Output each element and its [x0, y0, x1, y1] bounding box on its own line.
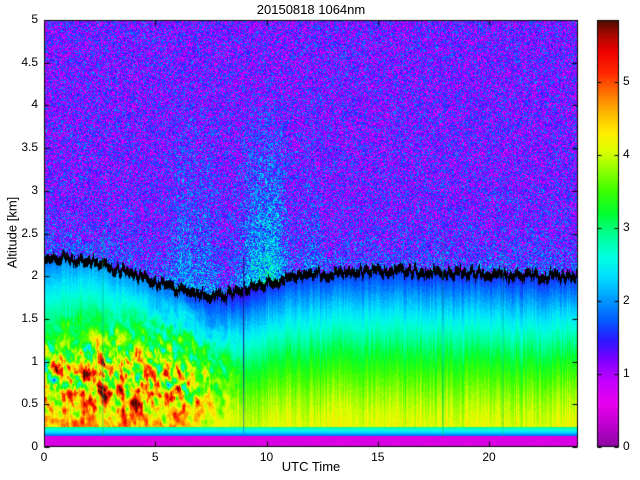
y-tick-4.5: 4.5 — [21, 54, 38, 69]
colorbar-tick-4: 4 — [623, 147, 630, 162]
y-tick-0.5: 0.5 — [21, 396, 38, 411]
colorbar-tick-5: 5 — [623, 74, 630, 89]
y-tick-2.5: 2.5 — [21, 225, 38, 240]
colorbar-tick-1: 1 — [623, 366, 630, 380]
x-tick-20: 20 — [482, 450, 496, 464]
y-tick-4: 4 — [31, 97, 38, 112]
x-tick-10: 10 — [259, 450, 274, 464]
y-tick-0: 0 — [31, 439, 38, 453]
y-tick-3: 3 — [31, 182, 38, 197]
x-tick-0: 0 — [40, 450, 48, 464]
y-tick-3.5: 3.5 — [21, 140, 38, 155]
y-tick-1: 1 — [31, 353, 38, 368]
y-tick-1.5: 1.5 — [21, 310, 38, 325]
y-tick-5: 5 — [31, 12, 38, 26]
colorbar-tick-3: 3 — [623, 220, 630, 235]
colorbar-tick-2: 2 — [623, 293, 630, 308]
y-tick-2: 2 — [31, 268, 38, 283]
x-tick-15: 15 — [371, 450, 385, 464]
colorbar-tick-0: 0 — [623, 439, 630, 453]
x-tick-5: 5 — [151, 450, 159, 464]
